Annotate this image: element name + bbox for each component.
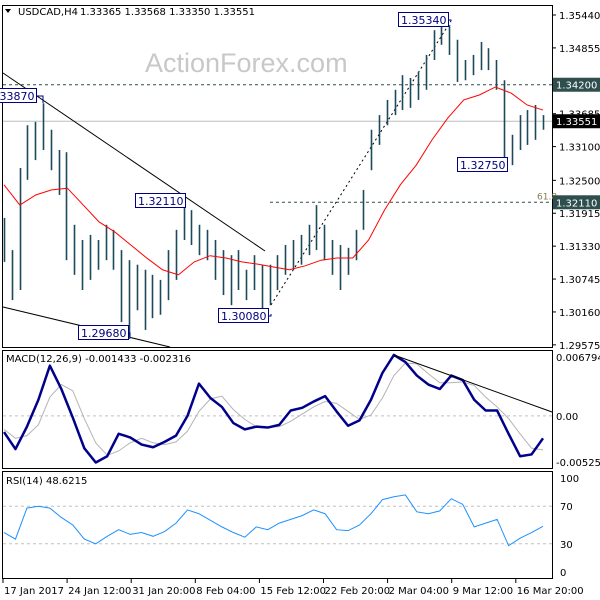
time-axis-label: 2 Mar 04:00	[389, 586, 449, 597]
annotation-box	[0, 88, 37, 103]
time-axis-label: 16 Mar 20:00	[517, 586, 584, 597]
price-chart: 61.8 1.33870 1.29680 1.32110 1.30080 1.35340 1…	[0, 12, 557, 348]
price-tag	[553, 77, 600, 92]
annotation-label: 1.32110	[138, 195, 184, 208]
annotation-box	[218, 308, 269, 323]
price-axis-label: 1.31330	[559, 242, 600, 253]
price-axis-label: 1.29575	[559, 341, 600, 352]
moving-average-line	[3, 86, 544, 276]
annotation-box	[398, 12, 449, 27]
ohlc-values: 1.33365 1.33568 1.33350 1.33551	[80, 7, 255, 18]
price-axis-label: 1.30160	[559, 308, 600, 319]
time-axis-label: 15 Feb 12:00	[260, 586, 326, 597]
rsi-axis-label: 30	[560, 540, 573, 551]
price-axis-label: 1.34855	[559, 44, 600, 55]
price-panel	[2, 5, 553, 348]
macd-chart	[2, 353, 553, 464]
annotation-label: 1.29680	[81, 327, 127, 340]
macd-line	[2, 353, 545, 464]
rsi-panel	[2, 471, 553, 579]
watermark: ActionForex.com	[145, 48, 348, 78]
annotation-label: 1.35340	[401, 14, 447, 27]
symbol-title: USDCAD,H4	[18, 7, 78, 18]
annotation-label: 1.33870	[0, 90, 35, 103]
price-axis-label: 1.33100	[559, 143, 600, 154]
time-axis-label: 31 Jan 20:00	[132, 586, 195, 597]
rsi-title: RSI(14) 48.6215	[6, 476, 87, 487]
time-axis-label: 24 Jan 12:00	[68, 586, 131, 597]
price-tag-label: 1.33551	[556, 117, 597, 128]
time-axis-label: 22 Feb 20:00	[325, 586, 391, 597]
price-tag	[553, 195, 600, 210]
price-tag-label: 1.32110	[556, 198, 597, 209]
dropdown-triangle-icon[interactable]	[5, 9, 11, 13]
price-axis-label: 1.35440	[559, 11, 600, 22]
rsi-line	[3, 494, 544, 547]
macd-signal-line	[3, 362, 544, 456]
macd-axis-label: 0.006794	[556, 353, 600, 364]
macd-panel	[2, 350, 553, 469]
macd-trendline	[393, 354, 553, 413]
annotation-box	[135, 193, 186, 208]
annotation-box	[457, 157, 508, 172]
annotation-label: 1.32750	[460, 159, 506, 172]
annotation-connector	[36, 95, 44, 103]
price-axis-label: 1.32500	[559, 176, 600, 187]
annotation-label: 1.30080	[221, 310, 267, 323]
macd-axis-label: -0.005254	[556, 458, 600, 469]
time-axis-label: 9 Mar 12:00	[453, 586, 513, 597]
macd-title: MACD(12,26,9) -0.001433 -0.002316	[6, 354, 191, 365]
fibonacci-label: 61.8	[537, 192, 557, 202]
price-axis-label: 1.31915	[559, 209, 600, 220]
upper-trendline	[2, 72, 266, 252]
rsi-chart	[3, 494, 552, 547]
price-tag	[553, 114, 600, 129]
rsi-axis-label: 100	[560, 474, 579, 485]
rsi-axis-label: 0	[560, 568, 566, 579]
price-axis-label: 1.30745	[559, 275, 600, 286]
time-axis-label: 8 Feb 04:00	[196, 586, 255, 597]
rsi-axis-label: 70	[560, 502, 573, 513]
macd-axis-label: 0.00	[556, 412, 578, 423]
axes: 1.354401.348551.336851.331001.325001.319…	[2, 11, 600, 597]
annotation-box	[78, 325, 129, 340]
time-axis-label: 17 Jan 2017	[4, 586, 64, 597]
price-tag-label: 1.34200	[556, 81, 597, 92]
